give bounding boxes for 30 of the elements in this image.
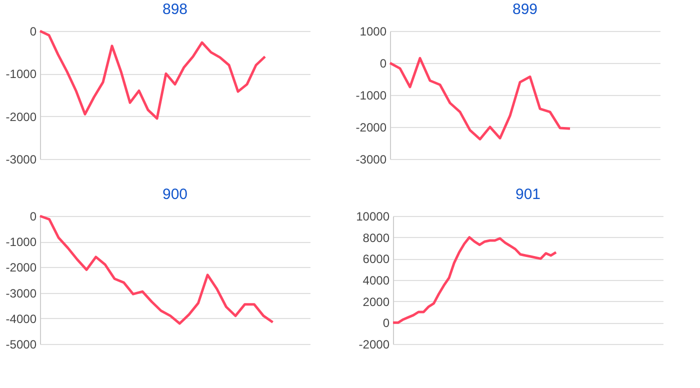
y-tick-label: -4000 — [6, 312, 37, 326]
y-tick-label: -3000 — [356, 152, 387, 166]
y-tick-label: -2000 — [6, 110, 37, 124]
y-tick-label: 0 — [30, 210, 37, 224]
y-tick-label: -2000 — [358, 338, 390, 352]
chart-title: 901 — [515, 186, 541, 203]
y-tick-label: -3000 — [6, 286, 37, 300]
y-tick-label: 0 — [380, 56, 387, 70]
y-tick-label: -2000 — [356, 120, 387, 134]
chart-title: 898 — [162, 1, 188, 18]
y-tick-label: -1000 — [6, 67, 37, 82]
chart-title: 899 — [512, 1, 538, 18]
line-series — [388, 56, 572, 140]
y-tick-label: 8000 — [362, 230, 390, 245]
y-tick-label: -5000 — [6, 338, 37, 352]
line-series — [392, 236, 558, 324]
y-tick-label: -3000 — [6, 152, 37, 166]
line-series — [38, 30, 266, 120]
y-tick-label: 1000 — [360, 24, 387, 38]
chart-title: 900 — [162, 186, 188, 203]
y-tick-label: 4000 — [362, 274, 390, 288]
y-tick-label: -1000 — [356, 88, 387, 102]
y-tick-label: -1000 — [6, 235, 37, 250]
y-tick-label: 0 — [30, 24, 37, 38]
y-tick-label: 6000 — [362, 252, 390, 266]
y-tick-label: 10000 — [356, 210, 390, 224]
y-tick-label: -2000 — [6, 260, 37, 275]
y-tick-label: 0 — [382, 316, 390, 330]
line-series — [38, 214, 274, 325]
y-tick-label: 2000 — [362, 294, 390, 309]
